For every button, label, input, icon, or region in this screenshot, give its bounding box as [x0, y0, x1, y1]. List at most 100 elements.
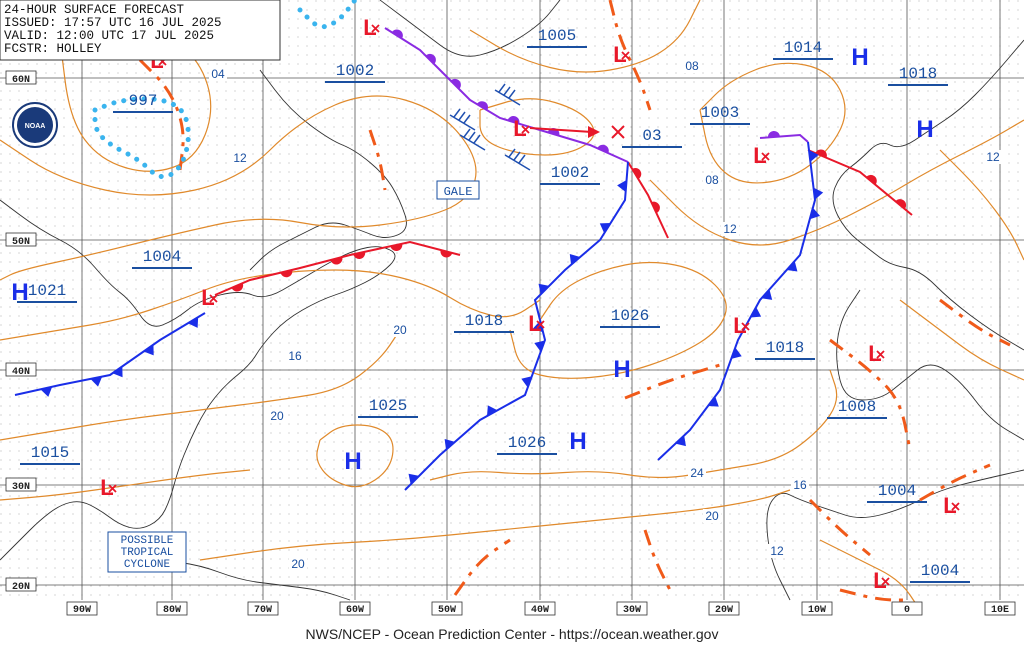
- low-center: L: [868, 341, 881, 366]
- warm-front: [214, 240, 461, 296]
- isobar-label: 16: [288, 349, 302, 363]
- isobar: [0, 329, 401, 441]
- isobar-label-bg: [391, 323, 409, 337]
- lon-label: 60W: [346, 605, 364, 616]
- front-barb: [538, 283, 550, 295]
- coastline: [836, 289, 1024, 441]
- isobar-label-bg: [289, 557, 307, 571]
- high-center: H: [613, 356, 630, 383]
- lon-label-box: [156, 601, 188, 616]
- front-barb: [486, 405, 498, 417]
- isobar-label: 20: [705, 509, 719, 523]
- front-bulb: [391, 29, 403, 39]
- pressure-label: 1004: [921, 562, 959, 580]
- isobar: [649, 119, 1024, 246]
- coastline: [766, 469, 1024, 601]
- cold-front: [657, 141, 817, 461]
- low-center: L: [873, 568, 886, 593]
- forecast-position: [611, 125, 625, 139]
- low-center: L: [753, 143, 766, 168]
- wind-barb: [513, 151, 521, 161]
- lon-label: 90W: [73, 605, 91, 616]
- trough: [839, 588, 910, 602]
- front-bulb: [597, 144, 609, 154]
- isobar: [699, 62, 846, 184]
- occluded-front: [384, 27, 629, 163]
- front-barb: [809, 207, 820, 220]
- motion-arrow: [529, 127, 593, 133]
- isobar: [199, 489, 791, 561]
- isobar-label-bg: [703, 509, 721, 523]
- front-bulb: [507, 116, 520, 124]
- lat-label-box: [5, 362, 37, 377]
- front-barb: [761, 289, 773, 300]
- wind-barb: [504, 154, 531, 171]
- isobar-label: 16: [793, 478, 807, 492]
- wind-barb: [508, 148, 516, 158]
- low-marker: [371, 24, 380, 33]
- isobar-label-bg: [209, 67, 227, 81]
- coastline: [379, 0, 561, 57]
- pressure-label: 03: [642, 127, 661, 145]
- lat-label-box: [5, 477, 37, 492]
- front-barb: [143, 344, 154, 356]
- wind-barb: [503, 86, 511, 96]
- isobar-label: 12: [770, 544, 784, 558]
- dotted-boundary: [297, 0, 358, 30]
- low-center: L: [613, 42, 626, 67]
- pressure-label: 1002: [336, 62, 374, 80]
- front-barb: [534, 340, 545, 352]
- front-barb: [90, 376, 103, 387]
- pressure-label: 1003: [701, 104, 739, 122]
- isobar-label-bg: [286, 349, 304, 363]
- isobar: [509, 261, 727, 379]
- isobar-label: 12: [723, 222, 737, 236]
- front-bulb: [353, 251, 366, 260]
- gale-box: [436, 180, 480, 200]
- front-bulb: [390, 243, 403, 251]
- header-line: FCSTR: HOLLEY: [4, 42, 102, 56]
- lon-label: 10W: [808, 605, 826, 616]
- isobar-label-bg: [703, 173, 721, 187]
- header-box: [0, 0, 281, 61]
- lon-label-box: [708, 601, 740, 616]
- front-bulb: [231, 283, 244, 292]
- lon-label-box: [616, 601, 648, 616]
- front-barb: [813, 187, 824, 200]
- front-barb: [112, 366, 123, 378]
- pressure-label: 1008: [838, 398, 876, 416]
- tropical-label: CYCLONE: [124, 559, 171, 571]
- lat-label-box: [5, 70, 37, 85]
- lat-label: 50N: [12, 237, 30, 248]
- pressure-label: 1002: [551, 164, 589, 182]
- isobar-label: 20: [393, 323, 407, 337]
- tropical-label: TROPICAL: [121, 547, 174, 559]
- low-marker: [209, 294, 218, 303]
- isobar-label: 08: [685, 59, 699, 73]
- front-bulb: [280, 269, 293, 278]
- lat-label: 40N: [12, 367, 30, 378]
- gale-label: GALE: [444, 185, 473, 199]
- isobar-label: 20: [270, 409, 284, 423]
- front-bulb: [767, 130, 780, 138]
- wind-barb: [473, 134, 481, 144]
- front-bulb: [476, 101, 489, 111]
- lon-label: 70W: [254, 605, 272, 616]
- header-line: ISSUED: 17:57 UTC 16 JUL 2025: [4, 16, 222, 30]
- pressure-label: 1014: [784, 39, 822, 57]
- low-marker: [876, 350, 885, 359]
- isobar-label-bg: [231, 151, 249, 165]
- isobar: [0, 469, 251, 501]
- isobar-label: 04: [211, 67, 225, 81]
- footer: NWS/NCEP - Ocean Prediction Center - htt…: [306, 626, 719, 642]
- high-center: H: [916, 116, 933, 143]
- wind-barb: [518, 154, 526, 164]
- lon-label: 30W: [623, 605, 641, 616]
- pressure-label: 997: [129, 92, 158, 110]
- lat-label: 20N: [12, 582, 30, 593]
- trough: [829, 338, 912, 451]
- isobar: [429, 369, 838, 481]
